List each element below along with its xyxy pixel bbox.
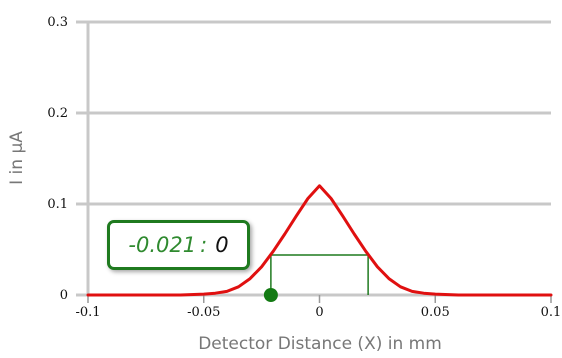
x-tick-label-0: -0.1 — [75, 305, 100, 320]
fwhm-bracket — [270, 254, 369, 295]
readout-separator: : — [200, 233, 208, 257]
x-tick-label-3: 0.05 — [421, 305, 450, 320]
marker-layer[interactable] — [263, 288, 278, 302]
tick-labels: 0 0.1 0.2 0.3 -0.1 -0.05 0 0.05 0.1 — [47, 15, 561, 320]
y-tick-label-3: 0.3 — [47, 15, 68, 30]
readout-box: -0.021 : 0 — [107, 220, 250, 270]
series-line-0 — [86, 184, 553, 297]
y-axis-label: I in µA — [7, 131, 27, 185]
x-tick-label-2: 0 — [315, 305, 323, 320]
x-tick-label-1: -0.05 — [187, 305, 220, 320]
x-tick-label-4: 0.1 — [541, 305, 562, 320]
y-tick-label-0: 0 — [60, 288, 68, 303]
series-layer — [86, 184, 553, 297]
readout-x-value: -0.021 — [128, 233, 197, 257]
marker-point[interactable] — [263, 288, 278, 302]
y-tick-label-1: 0.1 — [47, 197, 68, 212]
y-tick-label-2: 0.2 — [47, 106, 68, 121]
x-axis-label: Detector Distance (X) in mm — [198, 334, 442, 354]
readout-y-value: 0 — [215, 233, 229, 257]
